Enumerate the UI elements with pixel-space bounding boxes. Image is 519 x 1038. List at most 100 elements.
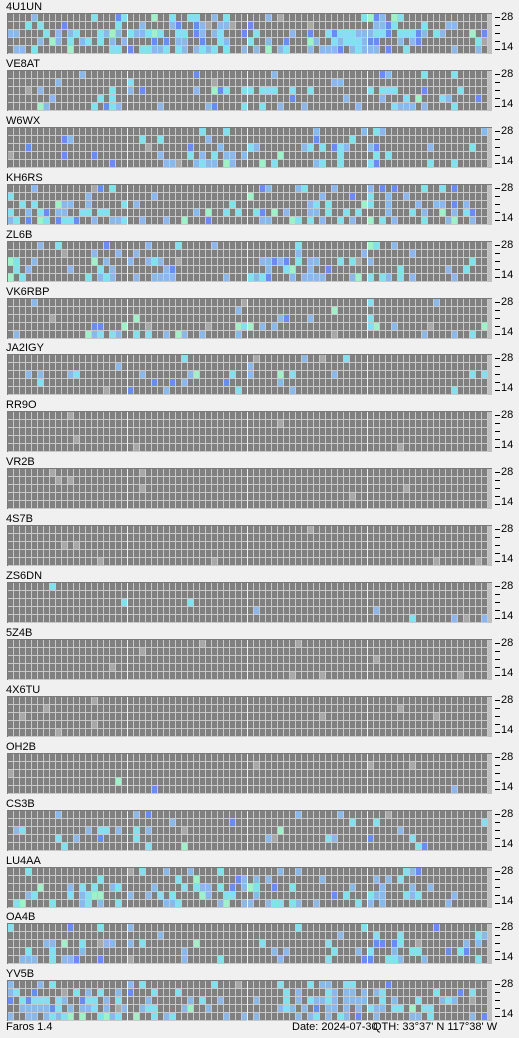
heatmap-cell — [434, 591, 439, 598]
heatmap-cell — [332, 493, 337, 500]
heatmap-cell — [272, 363, 277, 370]
heatmap-cell — [164, 363, 169, 370]
heatmap-cell — [224, 371, 229, 378]
heatmap-cell — [194, 217, 199, 224]
heatmap-cell — [476, 274, 481, 281]
heatmap-svg — [8, 469, 488, 509]
heatmap-cell — [476, 152, 481, 159]
heatmap-cell — [344, 160, 349, 167]
heatmap-cell — [320, 315, 325, 322]
heatmap-cell — [410, 71, 415, 78]
heatmap-cell — [434, 315, 439, 322]
heatmap-cell — [290, 103, 295, 110]
heatmap-cell — [464, 371, 469, 378]
heatmap-cell — [374, 583, 379, 590]
heatmap-cell — [74, 558, 79, 565]
heatmap-cell — [470, 185, 475, 192]
heatmap-cell — [38, 152, 43, 159]
heatmap-cell — [464, 323, 469, 330]
heatmap-cell — [110, 71, 115, 78]
heatmap-cell — [188, 128, 193, 135]
heatmap-cell — [188, 583, 193, 590]
heatmap-cell — [362, 436, 367, 443]
heatmap-cell — [422, 193, 427, 200]
heatmap-cell — [290, 444, 295, 451]
heatmap-cell — [116, 672, 121, 679]
heatmap-cell — [68, 656, 73, 663]
heatmap-cell — [344, 355, 349, 362]
heatmap-cell — [308, 591, 313, 598]
heatmap-cell — [146, 526, 151, 533]
heatmap-cell — [470, 526, 475, 533]
heatmap-cell — [410, 412, 415, 419]
heatmap-cell — [74, 648, 79, 655]
heatmap-cell — [326, 136, 331, 143]
heatmap-cell — [356, 363, 361, 370]
heatmap-cell — [86, 420, 91, 427]
heatmap-cell — [338, 379, 343, 386]
heatmap-cell — [452, 128, 457, 135]
heatmap-cell — [476, 71, 481, 78]
heatmap-cell — [278, 436, 283, 443]
heatmap-cell — [374, 185, 379, 192]
heatmap-cell — [470, 258, 475, 265]
heatmap-cell — [38, 355, 43, 362]
heatmap-cell — [236, 323, 241, 330]
heatmap-cell — [38, 501, 43, 508]
heatmap-cell — [368, 144, 373, 151]
heatmap-cell — [20, 46, 25, 53]
heatmap-cell — [236, 558, 241, 565]
heatmap-cell — [440, 38, 445, 45]
heatmap-cell — [248, 648, 253, 655]
heatmap-cell — [164, 436, 169, 443]
heatmap-cell — [482, 428, 487, 435]
heatmap-cell — [176, 534, 181, 541]
heatmap-cell — [284, 323, 289, 330]
heatmap-cell — [254, 493, 259, 500]
heatmap-cell — [146, 103, 151, 110]
heatmap-cell — [26, 355, 31, 362]
heatmap-cell — [206, 493, 211, 500]
heatmap-cell — [428, 428, 433, 435]
heatmap-cell — [440, 656, 445, 663]
hour-divider — [247, 355, 248, 395]
heatmap-cell — [104, 144, 109, 151]
heatmap-cell — [134, 436, 139, 443]
heatmap-cell — [428, 103, 433, 110]
heatmap-cell — [302, 87, 307, 94]
axis-tick — [495, 480, 500, 481]
heatmap-cell — [374, 30, 379, 37]
heatmap-cell — [398, 542, 403, 549]
heatmap-cell — [350, 79, 355, 86]
hour-divider — [247, 128, 248, 168]
heatmap-cell — [338, 250, 343, 257]
heatmap-cell — [464, 469, 469, 476]
heatmap-cell — [164, 534, 169, 541]
heatmap-cell — [404, 591, 409, 598]
heatmap-cell — [446, 299, 451, 306]
heatmap-cell — [236, 38, 241, 45]
heatmap-cell — [452, 201, 457, 208]
beacon-heatmap — [7, 354, 492, 395]
heatmap-cell — [242, 664, 247, 671]
heatmap-cell — [302, 95, 307, 102]
heatmap-cell — [398, 599, 403, 606]
heatmap-cell — [260, 95, 265, 102]
heatmap-cell — [284, 672, 289, 679]
heatmap-cell — [80, 534, 85, 541]
heatmap-cell — [452, 185, 457, 192]
heatmap-cell — [470, 485, 475, 492]
heatmap-cell — [116, 615, 121, 622]
heatmap-cell — [440, 274, 445, 281]
heatmap-cell — [440, 526, 445, 533]
heatmap-cell — [464, 14, 469, 21]
axis-tick — [495, 302, 500, 303]
heatmap-cell — [278, 258, 283, 265]
heatmap-cell — [248, 331, 253, 338]
heatmap-cell — [278, 656, 283, 663]
heatmap-cell — [440, 387, 445, 394]
heatmap-cell — [326, 583, 331, 590]
heatmap-cell — [356, 672, 361, 679]
heatmap-cell — [458, 477, 463, 484]
heatmap-cell — [278, 526, 283, 533]
